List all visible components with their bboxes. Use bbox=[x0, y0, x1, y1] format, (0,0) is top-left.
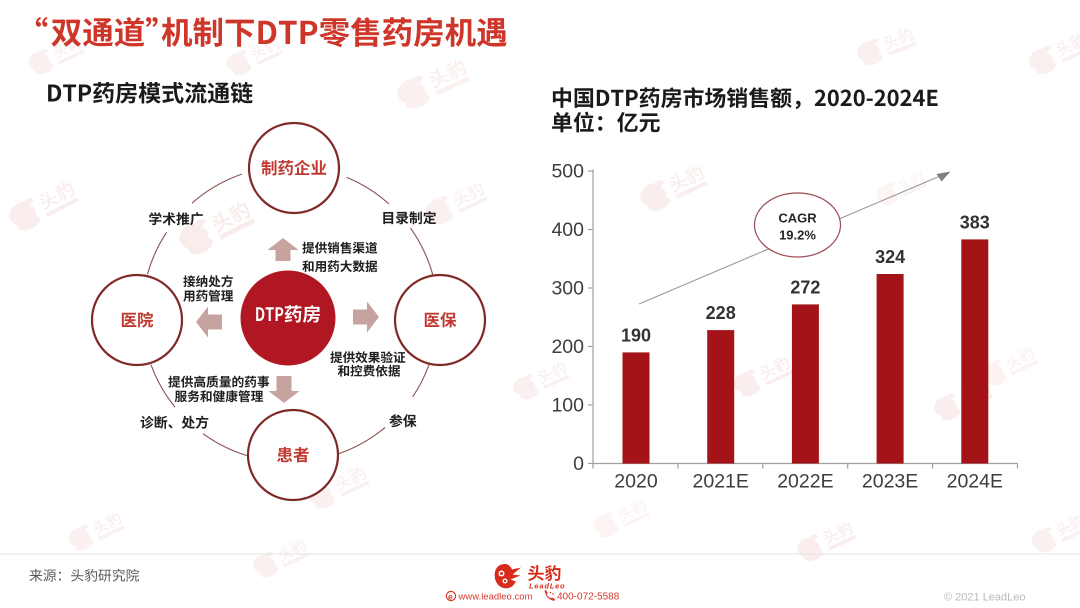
svg-text:324: 324 bbox=[875, 247, 905, 267]
svg-text:400-072-5588: 400-072-5588 bbox=[557, 592, 620, 603]
svg-text:228: 228 bbox=[706, 303, 736, 323]
svg-text:100: 100 bbox=[551, 395, 584, 417]
svg-text:LeadLeo: LeadLeo bbox=[529, 582, 565, 591]
svg-text:2024E: 2024E bbox=[947, 471, 1003, 493]
svg-text:© 2021 LeadLeo: © 2021 LeadLeo bbox=[944, 592, 1026, 604]
svg-text:2020: 2020 bbox=[614, 471, 658, 493]
svg-text:190: 190 bbox=[621, 325, 651, 345]
svg-text:500: 500 bbox=[551, 161, 584, 183]
svg-text:2022E: 2022E bbox=[777, 471, 833, 493]
svg-text:300: 300 bbox=[551, 278, 584, 300]
svg-text:272: 272 bbox=[790, 277, 820, 297]
svg-text:19.2%: 19.2% bbox=[779, 228, 816, 243]
svg-text:200: 200 bbox=[551, 336, 584, 358]
svg-text:CAGR: CAGR bbox=[778, 211, 817, 226]
svg-text:2021E: 2021E bbox=[693, 471, 749, 493]
svg-text:www.leadleo.com: www.leadleo.com bbox=[458, 592, 533, 603]
svg-text:e: e bbox=[448, 592, 453, 602]
svg-text:383: 383 bbox=[960, 212, 990, 232]
svg-text:400: 400 bbox=[551, 219, 584, 241]
svg-text:0: 0 bbox=[573, 453, 584, 475]
svg-text:2023E: 2023E bbox=[862, 471, 918, 493]
